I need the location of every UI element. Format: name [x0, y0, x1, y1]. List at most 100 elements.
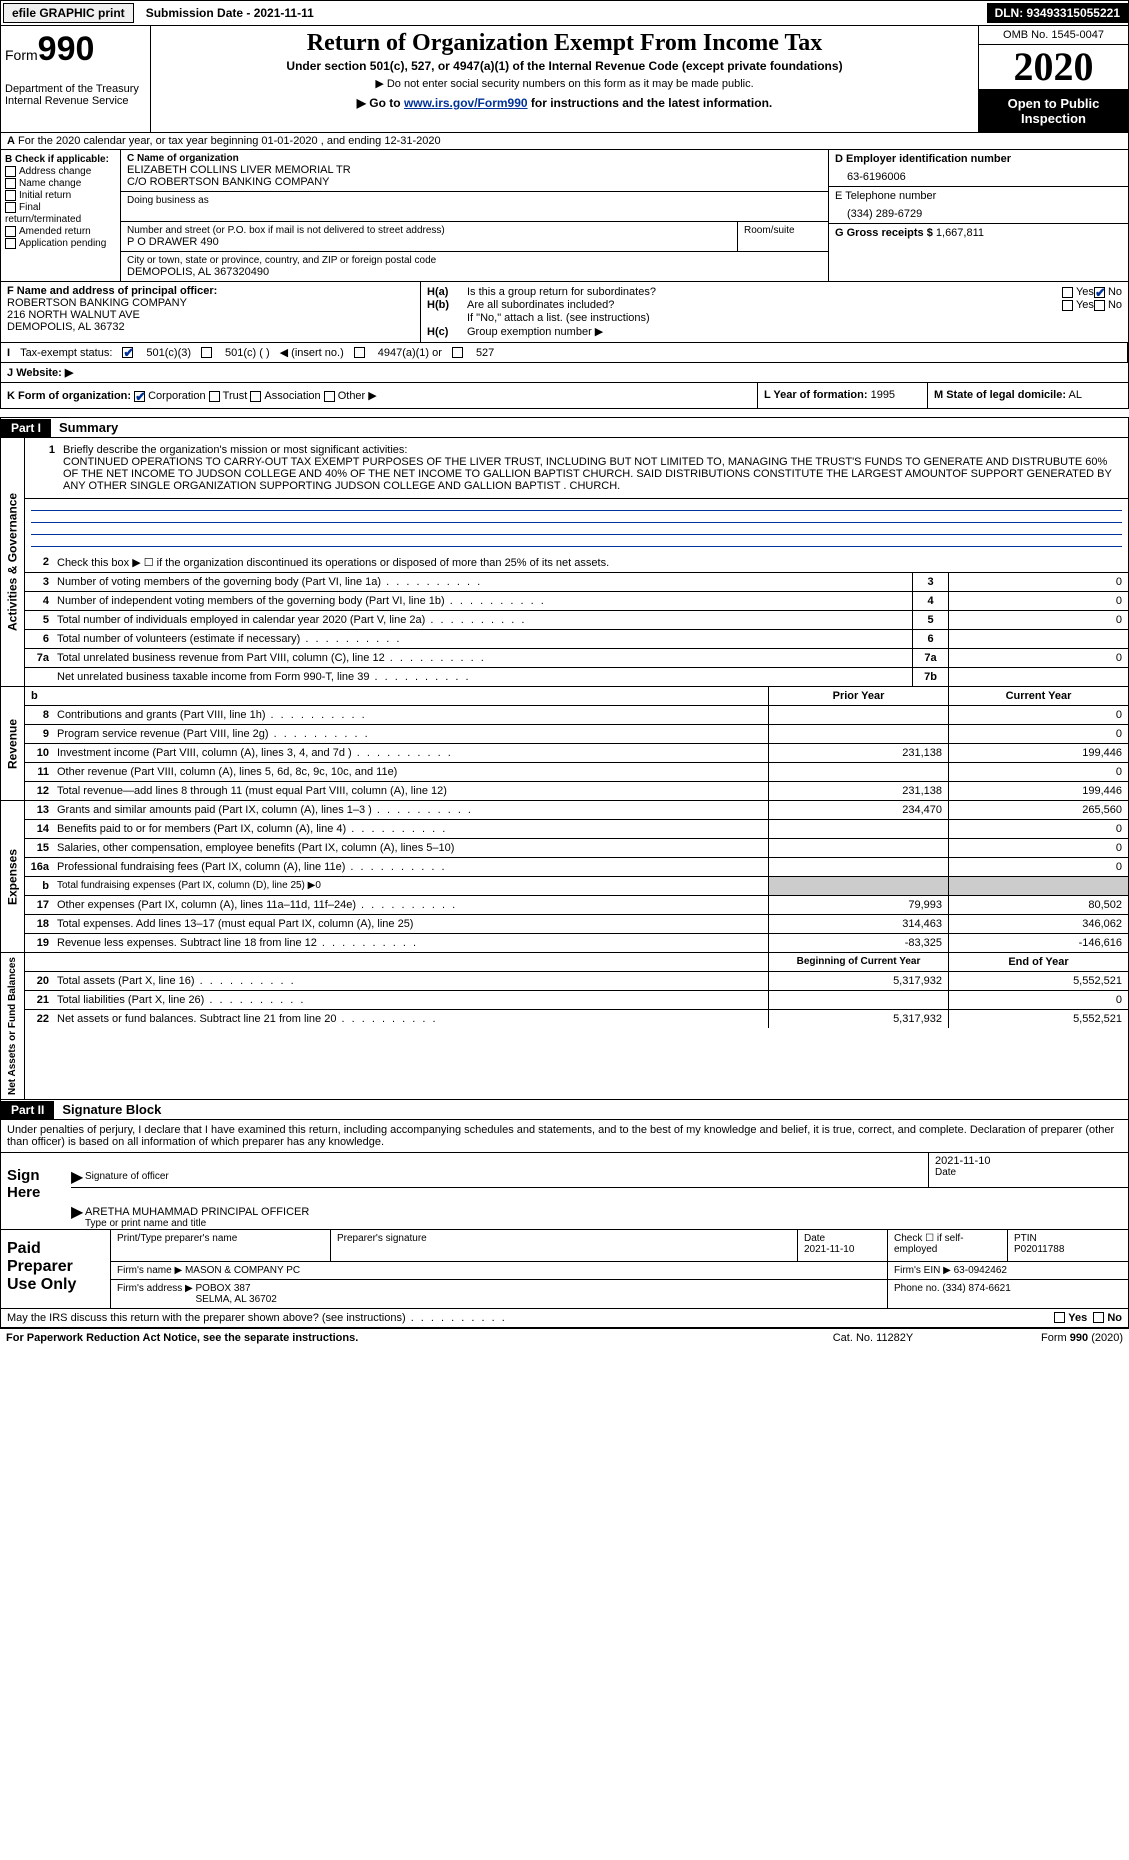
cb-other[interactable]	[324, 391, 335, 402]
line2: Check this box ▶ ☐ if the organization d…	[53, 553, 1128, 572]
officer-name: ARETHA MUHAMMAD PRINCIPAL OFFICER	[85, 1206, 1128, 1218]
preparer-name-label: Print/Type preparer's name	[117, 1233, 324, 1244]
hdr-current: Current Year	[948, 687, 1128, 705]
line13: Grants and similar amounts paid (Part IX…	[53, 801, 768, 819]
arrow-icon: ▶	[71, 1153, 85, 1187]
form-subtitle: Under section 501(c), 527, or 4947(a)(1)…	[155, 59, 974, 73]
ha-no[interactable]	[1094, 287, 1105, 298]
line15: Salaries, other compensation, employee b…	[53, 839, 768, 857]
form-label: Form990	[5, 30, 146, 69]
line8: Contributions and grants (Part VIII, lin…	[53, 706, 768, 724]
name-label: C Name of organization	[127, 153, 822, 164]
top-grid: B Check if applicable: Address change Na…	[0, 150, 1129, 282]
part2-label: Part II	[1, 1101, 54, 1119]
submission-date: Submission Date - 2021-11-11	[138, 4, 322, 22]
i-label: I	[7, 347, 10, 359]
ha-label: H(a)	[427, 286, 467, 298]
line7a-val: 0	[948, 649, 1128, 667]
form-title: Return of Organization Exempt From Incom…	[155, 30, 974, 57]
row-a: A For the 2020 calendar year, or tax yea…	[0, 133, 1129, 150]
firm-phone-label: Phone no.	[894, 1283, 940, 1294]
firm-name-label: Firm's name ▶	[117, 1265, 182, 1276]
efile-button[interactable]: efile GRAPHIC print	[3, 3, 134, 23]
mission-intro: Briefly describe the organization's miss…	[63, 444, 407, 456]
paid-date-label: Date	[804, 1233, 881, 1244]
hdr-boy: Beginning of Current Year	[768, 953, 948, 971]
hb-label: H(b)	[427, 299, 467, 311]
cb-amended-return[interactable]	[5, 226, 16, 237]
mission-text: CONTINUED OPERATIONS TO CARRY-OUT TAX EX…	[63, 456, 1112, 492]
officer-label: F Name and address of principal officer:	[7, 285, 414, 297]
activities-governance: Activities & Governance 1Briefly describ…	[0, 438, 1129, 687]
tax-year: 2020	[979, 45, 1128, 90]
line17: Other expenses (Part IX, column (A), lin…	[53, 896, 768, 914]
hb-note: If "No," attach a list. (see instruction…	[467, 312, 650, 324]
cb-4947[interactable]	[354, 347, 365, 358]
cb-initial-return[interactable]	[5, 190, 16, 201]
hc-label: H(c)	[427, 326, 467, 338]
phone-value: (334) 289-6729	[835, 202, 1122, 220]
l-label: L Year of formation:	[764, 389, 868, 401]
line16a: Professional fundraising fees (Part IX, …	[53, 858, 768, 876]
footer-notice: For Paperwork Reduction Act Notice, see …	[6, 1332, 773, 1344]
preparer-sig-label: Preparer's signature	[337, 1233, 791, 1244]
line18: Total expenses. Add lines 13–17 (must eq…	[53, 915, 768, 933]
row-fh: F Name and address of principal officer:…	[0, 282, 1129, 343]
hb-text: Are all subordinates included?	[467, 299, 1062, 311]
firm-ein: 63-0942462	[954, 1265, 1007, 1276]
city: DEMOPOLIS, AL 367320490	[127, 266, 822, 278]
cb-application-pending[interactable]	[5, 238, 16, 249]
form-header: Form990 Department of the Treasury Inter…	[0, 26, 1129, 133]
self-employed-check: Check ☐ if self-employed	[888, 1230, 1008, 1261]
side-activities: Activities & Governance	[1, 438, 25, 686]
gross-receipts-value: 1,667,811	[936, 227, 984, 239]
ha-yes[interactable]	[1062, 287, 1073, 298]
cb-address-change[interactable]	[5, 166, 16, 177]
col-b-title: B Check if applicable:	[5, 154, 116, 165]
side-net: Net Assets or Fund Balances	[1, 953, 25, 1099]
line6-val	[948, 630, 1128, 648]
hb-yes[interactable]	[1062, 300, 1073, 311]
cb-501c[interactable]	[201, 347, 212, 358]
line4-val: 0	[948, 592, 1128, 610]
row-klm: K Form of organization: Corporation Trus…	[0, 383, 1129, 409]
cb-trust[interactable]	[209, 391, 220, 402]
line7a: Total unrelated business revenue from Pa…	[53, 649, 912, 667]
discuss-yes[interactable]	[1054, 1312, 1065, 1323]
part2-title: Signature Block	[54, 1100, 169, 1119]
k-label: K Form of organization:	[7, 390, 131, 402]
irs-link[interactable]: www.irs.gov/Form990	[404, 96, 528, 110]
cb-corporation[interactable]	[134, 391, 145, 402]
line19: Revenue less expenses. Subtract line 18 …	[53, 934, 768, 952]
cb-527[interactable]	[452, 347, 463, 358]
paid-preparer: Paid Preparer Use Only Print/Type prepar…	[0, 1230, 1129, 1309]
line5-val: 0	[948, 611, 1128, 629]
cb-name-change[interactable]	[5, 178, 16, 189]
tax-status-label: Tax-exempt status:	[20, 347, 112, 359]
street-label: Number and street (or P.O. box if mail i…	[127, 225, 731, 236]
cb-501c3[interactable]	[122, 347, 133, 358]
officer-name-label: Type or print name and title	[85, 1218, 1128, 1229]
row-i: I Tax-exempt status: 501(c)(3) 501(c) ( …	[0, 343, 1129, 363]
line7b: Net unrelated business taxable income fr…	[53, 668, 912, 686]
ein-value: 63-6196006	[835, 165, 1122, 183]
line3-val: 0	[948, 573, 1128, 591]
cb-association[interactable]	[250, 391, 261, 402]
firm-phone: (334) 874-6621	[942, 1283, 1010, 1294]
website-label: Website: ▶	[16, 367, 73, 379]
part1-label: Part I	[1, 419, 51, 437]
line16b: Total fundraising expenses (Part IX, col…	[53, 877, 768, 895]
hb-no[interactable]	[1094, 300, 1105, 311]
ptin-label: PTIN	[1014, 1233, 1122, 1244]
footer-form: Form 990 (2020)	[973, 1332, 1123, 1344]
dba-label: Doing business as	[127, 195, 822, 206]
line11: Other revenue (Part VIII, column (A), li…	[53, 763, 768, 781]
part2-header: Part II Signature Block	[0, 1100, 1129, 1120]
line14: Benefits paid to or for members (Part IX…	[53, 820, 768, 838]
line10: Investment income (Part VIII, column (A)…	[53, 744, 768, 762]
form-number: 990	[38, 30, 95, 68]
cb-final-return[interactable]	[5, 202, 16, 213]
footer-cat: Cat. No. 11282Y	[773, 1332, 973, 1344]
sign-here: Sign Here ▶ Signature of officer 2021-11…	[0, 1153, 1129, 1230]
discuss-no[interactable]	[1093, 1312, 1104, 1323]
